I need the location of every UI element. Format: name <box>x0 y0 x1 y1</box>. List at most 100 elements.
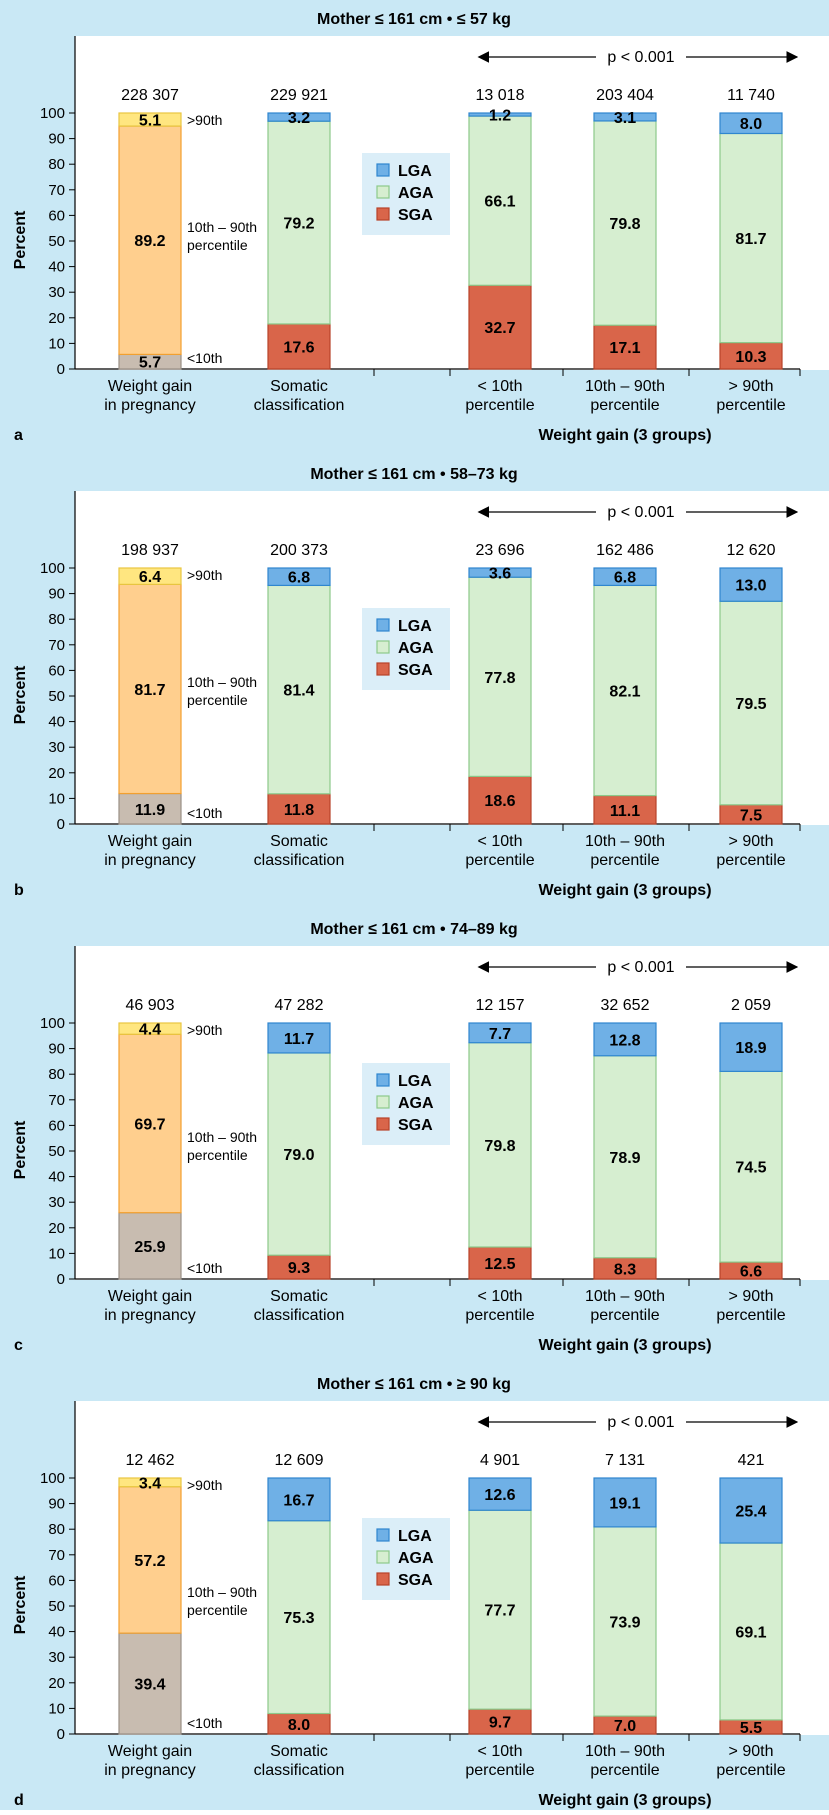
weight-gain-high-segment <box>118 112 182 127</box>
y-tick-label: 70 <box>48 1092 65 1109</box>
y-tick-label: 100 <box>40 560 65 577</box>
aga-bar-segment <box>719 600 783 806</box>
aga-bar-segment <box>468 576 532 777</box>
x-group-label: Weight gain (3 groups) <box>538 1337 711 1354</box>
aga-bar-segment <box>468 1509 532 1710</box>
y-tick-label: 30 <box>48 739 65 756</box>
legend-label-lga: LGA <box>398 1528 432 1545</box>
x-category-label: in pregnancy <box>104 852 196 869</box>
y-tick-label: 100 <box>40 105 65 122</box>
weight-gain-high-label: 4.4 <box>139 1022 161 1039</box>
legend-swatch-sga <box>376 1572 390 1586</box>
panel-title: Mother ≤ 161 cm • 58–73 kg <box>310 466 517 483</box>
lga-value-label: 6.8 <box>614 570 636 587</box>
weight-gain-mid-label: 89.2 <box>134 233 165 250</box>
aga-value-label: 82.1 <box>609 683 640 700</box>
x-category-label: > 90th <box>729 1743 774 1760</box>
x-category-label: < 10th <box>478 378 523 395</box>
x-category-label: classification <box>254 1307 345 1324</box>
aga-bar-segment <box>267 584 331 795</box>
x-category-label: percentile <box>590 1762 659 1779</box>
y-tick-label: 10 <box>48 1245 65 1262</box>
legend-label-aga: AGA <box>398 1550 434 1567</box>
x-category-label: percentile <box>716 1762 785 1779</box>
y-tick-label: 50 <box>48 688 65 705</box>
legend-swatch-lga <box>376 618 390 632</box>
aga-value-label: 69.1 <box>735 1624 766 1641</box>
legend-swatch-aga <box>376 1095 390 1109</box>
x-category-label: percentile <box>716 1307 785 1324</box>
x-category-label: in pregnancy <box>104 397 196 414</box>
lga-value-label: 25.4 <box>735 1504 766 1521</box>
lga-bar-segment <box>593 567 657 587</box>
legend-label-lga: LGA <box>398 163 432 180</box>
aga-value-label: 79.0 <box>283 1147 314 1164</box>
p-value-label: p < 0.001 <box>607 959 674 976</box>
x-category-label: 10th – 90th <box>585 833 665 850</box>
y-tick-label: 30 <box>48 1649 65 1666</box>
y-tick-label: 90 <box>48 131 65 148</box>
y-tick-label: 10 <box>48 1700 65 1717</box>
sga-value-label: 9.3 <box>288 1260 310 1277</box>
aga-value-label: 81.7 <box>735 231 766 248</box>
bar-total-label: 12 462 <box>126 1452 175 1469</box>
legend: LGA AGA SGA <box>362 153 450 235</box>
weight-gain-low-segment <box>118 1212 182 1280</box>
weight-gain-mid-segment <box>118 1486 182 1634</box>
lga-value-label: 3.2 <box>288 110 310 127</box>
x-category-label: > 90th <box>729 1288 774 1305</box>
legend-label-lga: LGA <box>398 1073 432 1090</box>
lga-value-label: 11.7 <box>284 1031 314 1048</box>
aga-bar-segment <box>593 584 657 797</box>
p-value-label: p < 0.001 <box>607 504 674 521</box>
x-category-label: 10th – 90th <box>585 378 665 395</box>
y-tick-label: 80 <box>48 1521 65 1538</box>
sga-value-label: 18.6 <box>484 793 515 810</box>
legend-swatch-lga <box>376 1528 390 1542</box>
sga-bar-segment <box>593 324 657 370</box>
lga-bar-segment <box>468 1477 532 1511</box>
x-category-label: percentile <box>465 1762 534 1779</box>
panel-title: Mother ≤ 161 cm • ≥ 90 kg <box>317 1376 511 1393</box>
y-tick-label: 100 <box>40 1470 65 1487</box>
x-category-label: 10th – 90th <box>585 1288 665 1305</box>
sga-value-label: 17.1 <box>609 340 640 357</box>
aga-value-label: 74.5 <box>735 1160 766 1177</box>
x-category-label: classification <box>254 1762 345 1779</box>
lga-bar-segment <box>267 1022 331 1054</box>
weight-gain-high-label: 6.4 <box>139 569 161 586</box>
lga-value-label: 7.7 <box>489 1026 511 1043</box>
panel-c: Mother ≤ 161 cm • 74–89 kg 0 10 20 30 40 50 60 7… <box>0 910 829 1365</box>
bar-total-label: 203 404 <box>596 87 654 104</box>
panel-letter: d <box>14 1792 24 1809</box>
sga-bar-segment <box>267 323 331 370</box>
legend: LGA AGA SGA <box>362 1518 450 1600</box>
lga-bar-segment <box>593 1022 657 1057</box>
y-tick-label: 10 <box>48 790 65 807</box>
lga-bar-segment <box>267 1477 331 1522</box>
panel-letter: c <box>14 1337 23 1354</box>
x-category-label: < 10th <box>478 833 523 850</box>
sga-value-label: 7.0 <box>614 1718 636 1735</box>
aga-bar-segment <box>719 1542 783 1721</box>
y-tick-label: 30 <box>48 1194 65 1211</box>
weight-gain-low-label: 25.9 <box>134 1239 165 1256</box>
y-tick-label: 40 <box>48 1169 65 1186</box>
aga-bar-segment <box>267 120 331 325</box>
y-tick-label: 40 <box>48 259 65 276</box>
sga-value-label: 32.7 <box>484 320 515 337</box>
x-category-label: < 10th <box>478 1743 523 1760</box>
x-category-label: percentile <box>716 852 785 869</box>
lga-value-label: 12.8 <box>609 1032 640 1049</box>
y-tick-label: 50 <box>48 233 65 250</box>
legend-label-sga: SGA <box>398 662 433 679</box>
aga-value-label: 79.5 <box>735 696 766 713</box>
legend-label-sga: SGA <box>398 1572 433 1589</box>
x-group-label: Weight gain (3 groups) <box>538 882 711 899</box>
x-category-label: > 90th <box>729 833 774 850</box>
y-tick-label: 30 <box>48 284 65 301</box>
bar-total-label: 13 018 <box>476 87 525 104</box>
aga-value-label: 79.8 <box>484 1138 515 1155</box>
lga-bar-segment <box>593 112 657 122</box>
weight-gain-low-segment <box>118 792 182 825</box>
